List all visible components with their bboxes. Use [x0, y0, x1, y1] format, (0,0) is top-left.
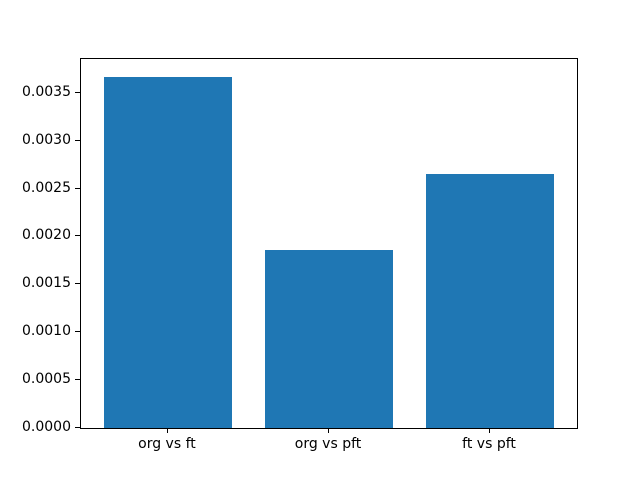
x-tick-mark — [328, 428, 329, 433]
bar-org-vs-pft — [264, 249, 394, 428]
x-tick-label: ft vs pft — [462, 436, 516, 452]
y-tick-label: 0.0035 — [22, 83, 71, 100]
x-tick-mark — [166, 428, 168, 433]
y-tick-label: 0.0025 — [22, 179, 71, 196]
y-tick-mark — [75, 379, 80, 381]
y-tick-mark — [75, 91, 80, 93]
y-tick-label: 0.0005 — [22, 371, 71, 388]
plot-area — [80, 58, 578, 429]
y-tick-mark — [75, 427, 80, 428]
bar-ft-vs-pft — [425, 174, 555, 428]
y-tick-label: 0.0030 — [22, 131, 71, 148]
x-tick-label: org vs ft — [138, 436, 196, 452]
y-tick-mark — [75, 187, 80, 189]
y-tick-label: 0.0000 — [22, 419, 71, 435]
y-tick-mark — [75, 283, 80, 285]
y-tick-mark — [75, 139, 80, 141]
x-tick-mark — [489, 428, 491, 433]
y-tick-label: 0.0010 — [22, 323, 71, 340]
y-tick-mark — [75, 235, 80, 237]
bar-org-vs-ft — [103, 76, 233, 428]
y-tick-label: 0.0020 — [22, 227, 71, 244]
x-tick-label: org vs pft — [294, 436, 362, 452]
y-tick-label: 0.0015 — [22, 275, 71, 292]
y-tick-mark — [75, 331, 80, 333]
